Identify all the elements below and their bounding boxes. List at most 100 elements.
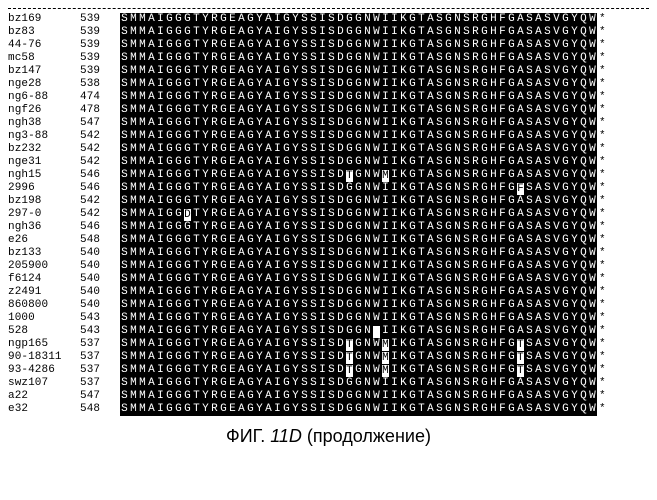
residue-conserved: H (489, 325, 498, 339)
residue-conserved: G (183, 65, 192, 78)
residue-conserved: G (354, 78, 363, 91)
residue-conserved: S (120, 273, 129, 286)
residue-conserved: I (156, 182, 165, 196)
residue-conserved: G (345, 247, 354, 260)
residue-conserved: T (417, 13, 426, 26)
residue-conserved: Y (255, 208, 264, 222)
residue-conserved: H (489, 52, 498, 65)
residue-conserved: G (345, 312, 354, 325)
residue-conserved: S (525, 78, 534, 91)
residue-conserved: H (489, 182, 498, 196)
residue-conserved: Y (255, 260, 264, 273)
residue-conserved: G (246, 325, 255, 339)
residue-conserved: S (525, 169, 534, 183)
residue-conserved: R (471, 26, 480, 39)
residue-conserved: G (408, 286, 417, 299)
residue-conserved: V (552, 208, 561, 222)
residue-conserved: Y (255, 364, 264, 378)
residue-conserved: G (354, 182, 363, 196)
residue-conserved: G (165, 143, 174, 156)
residue-conserved: G (183, 325, 192, 339)
residue-conserved: G (174, 91, 183, 104)
residue-conserved: S (300, 221, 309, 234)
residue-conserved: M (138, 65, 147, 78)
residue-conserved: G (480, 260, 489, 273)
residue-conserved: N (453, 104, 462, 117)
residue-conserved: G (561, 351, 570, 365)
residue-conserved: I (381, 260, 390, 273)
residue-conserved: Y (255, 130, 264, 143)
residue-conserved: A (516, 221, 525, 234)
residue-conserved: W (588, 221, 597, 234)
residue-conserved: I (381, 13, 390, 26)
residue-conserved: G (183, 247, 192, 260)
residue-conserved: G (246, 195, 255, 208)
residue-conserved: G (480, 325, 489, 339)
row-terminator: * (599, 182, 606, 195)
residue-conserved: M (129, 312, 138, 325)
residue-conserved: R (210, 273, 219, 286)
residue-conserved: G (219, 91, 228, 104)
residue-conserved: R (471, 273, 480, 286)
sequence-label: 528 (8, 325, 80, 338)
residue-conserved: S (525, 130, 534, 143)
residue-conserved: A (264, 143, 273, 156)
residue-conserved: T (417, 351, 426, 365)
residue-conserved: Y (570, 169, 579, 183)
residue-conserved: R (210, 390, 219, 403)
residue-conserved: S (120, 169, 129, 183)
residue-conserved: N (453, 364, 462, 378)
residue-conserved: W (588, 156, 597, 169)
residue-conserved: N (453, 377, 462, 390)
residue-conserved: I (156, 377, 165, 390)
residue-variant: T (345, 169, 354, 183)
residue-variant (372, 325, 381, 339)
residue-conserved: F (498, 338, 507, 352)
residue-conserved: I (273, 208, 282, 222)
residue-conserved: G (408, 312, 417, 325)
residue-conserved: G (480, 312, 489, 325)
residue-conserved: E (228, 312, 237, 325)
residue-conserved: Y (255, 52, 264, 65)
residue-conserved: T (417, 299, 426, 312)
residue-conserved: F (498, 351, 507, 365)
residue-conserved: W (588, 299, 597, 312)
residue-conserved: G (507, 39, 516, 52)
residue-conserved: T (417, 130, 426, 143)
residue-conserved: A (147, 195, 156, 208)
alignment-row: e32548SMMAIGGGTYRGEAGYAIGYSSISDGGNWIIKGT… (8, 403, 649, 416)
residue-conserved: Q (579, 377, 588, 390)
residue-conserved: I (390, 325, 399, 339)
sequence-position: 540 (80, 299, 120, 312)
residue-conserved: S (435, 403, 444, 416)
residue-conserved: H (489, 13, 498, 26)
residue-conserved: G (282, 260, 291, 273)
residue-conserved: I (318, 377, 327, 390)
residue-conserved: T (417, 208, 426, 222)
residue-conserved: I (156, 351, 165, 365)
residue-conserved: N (363, 13, 372, 26)
residue-conserved: S (309, 299, 318, 312)
figure-caption: ФИГ. 11D (продолжение) (8, 426, 649, 447)
alignment-row: bz147539SMMAIGGGTYRGEAGYAIGYSSISDGGNWIIK… (8, 65, 649, 78)
residue-conserved: G (561, 286, 570, 299)
residue-conserved: G (507, 221, 516, 234)
residue-conserved: G (165, 234, 174, 247)
residue-conserved: A (237, 390, 246, 403)
residue-conserved: G (282, 234, 291, 247)
residue-conserved: E (228, 364, 237, 378)
residue-conserved: I (156, 286, 165, 299)
residue-conserved: S (435, 52, 444, 65)
sequence-label: z2491 (8, 286, 80, 299)
residue-conserved: K (399, 338, 408, 352)
residue-conserved: A (264, 364, 273, 378)
sequence-position: 539 (80, 52, 120, 65)
residue-conserved: I (381, 325, 390, 339)
residue-conserved: G (165, 13, 174, 26)
residue-conserved: E (228, 390, 237, 403)
residue-conserved: G (183, 286, 192, 299)
residue-conserved: V (552, 39, 561, 52)
row-terminator: * (599, 364, 606, 377)
residue-conserved: Y (291, 273, 300, 286)
residue-conserved: W (588, 234, 597, 247)
